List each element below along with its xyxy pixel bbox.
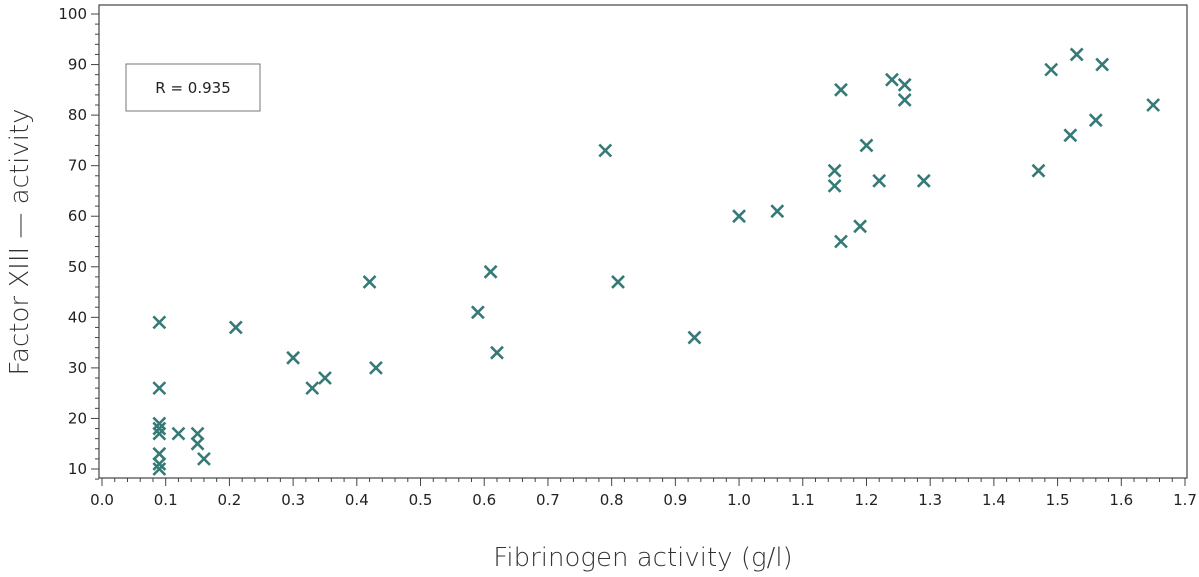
data-point <box>152 416 167 431</box>
data-point <box>152 426 167 441</box>
data-point <box>1031 163 1046 178</box>
x-tick-label: 1.6 <box>1109 491 1133 509</box>
annotation-frame <box>125 63 261 112</box>
x-tick-label: 1.1 <box>791 491 815 509</box>
x-tick-label: 0.2 <box>217 491 241 509</box>
data-point <box>197 451 211 466</box>
data-point <box>827 178 842 193</box>
x-tick-label: 1.2 <box>855 491 879 509</box>
data-point <box>171 426 186 441</box>
data-point <box>152 421 167 436</box>
x-tick-label: 0.7 <box>536 491 560 509</box>
data-points <box>152 47 1161 476</box>
y-tick-label: 90 <box>68 56 87 74</box>
y-axis-ticks: 10 20 30 40 50 60 70 80 90 100 <box>58 5 99 480</box>
data-point <box>286 350 301 365</box>
y-tick-label: 30 <box>68 359 87 377</box>
data-point <box>490 345 504 360</box>
data-point <box>228 320 243 335</box>
y-tick-label: 100 <box>58 5 87 23</box>
data-point <box>885 72 899 87</box>
data-point <box>152 462 167 476</box>
data-point <box>897 93 912 107</box>
data-point <box>1044 62 1059 77</box>
data-point <box>190 426 205 441</box>
data-point <box>834 234 848 249</box>
x-tick-label: 0.0 <box>90 491 114 509</box>
data-point <box>369 360 383 375</box>
data-point <box>598 143 613 158</box>
data-point <box>916 173 931 188</box>
x-tick-label: 0.6 <box>472 491 496 509</box>
y-tick-label: 20 <box>68 409 87 427</box>
y-tick-label: 50 <box>68 258 87 276</box>
x-tick-label: 1.0 <box>727 491 751 509</box>
x-tick-label: 1.3 <box>918 491 942 509</box>
r-value-annotation: R = 0.935 <box>155 79 230 97</box>
y-tick-label: 60 <box>68 207 87 225</box>
x-tick-label: 0.9 <box>663 491 687 509</box>
data-point <box>1063 128 1078 143</box>
plot-frame <box>98 4 1188 479</box>
x-tick-label: 1.7 <box>1173 491 1197 509</box>
data-point <box>362 275 377 289</box>
x-tick-label: 0.8 <box>600 491 624 509</box>
data-point <box>470 305 485 320</box>
data-point <box>190 436 205 451</box>
data-point <box>1095 57 1110 72</box>
data-point <box>483 264 498 279</box>
data-point <box>152 457 167 471</box>
data-point <box>872 173 887 188</box>
data-point <box>1069 47 1084 62</box>
data-point <box>611 275 625 289</box>
y-tick-label: 80 <box>68 106 87 124</box>
data-point <box>827 163 842 178</box>
data-point <box>152 381 167 396</box>
x-tick-label: 0.5 <box>409 491 433 509</box>
data-point <box>853 219 868 234</box>
x-tick-label: 0.4 <box>345 491 369 509</box>
x-tick-label: 0.1 <box>154 491 178 509</box>
data-point <box>770 204 785 219</box>
data-point <box>859 138 874 153</box>
data-point <box>152 315 167 330</box>
data-point <box>305 381 320 396</box>
data-point <box>834 82 848 97</box>
y-axis-title: Factor XIII — activity <box>5 108 35 375</box>
y-tick-label: 10 <box>68 460 87 478</box>
x-axis-title: Fibrinogen activity (g/l) <box>493 543 792 573</box>
x-tick-label: 1.4 <box>982 491 1006 509</box>
x-axis-ticks: 0.0 0.1 0.2 0.3 0.4 0.5 0.6 0.7 0.8 0.9 1.0 1.1 1.2 1… <box>90 478 1197 509</box>
annotation-box: R = 0.935 <box>125 63 261 112</box>
x-tick-label: 1.5 <box>1046 491 1070 509</box>
x-tick-label: 0.3 <box>281 491 305 509</box>
data-point <box>152 446 167 461</box>
y-tick-label: 70 <box>68 157 87 175</box>
data-point <box>687 330 702 345</box>
data-point <box>1146 98 1161 112</box>
data-point <box>1088 113 1103 128</box>
data-point <box>732 209 746 224</box>
y-tick-label: 40 <box>68 308 87 326</box>
data-point <box>318 371 332 385</box>
data-point <box>897 77 912 92</box>
